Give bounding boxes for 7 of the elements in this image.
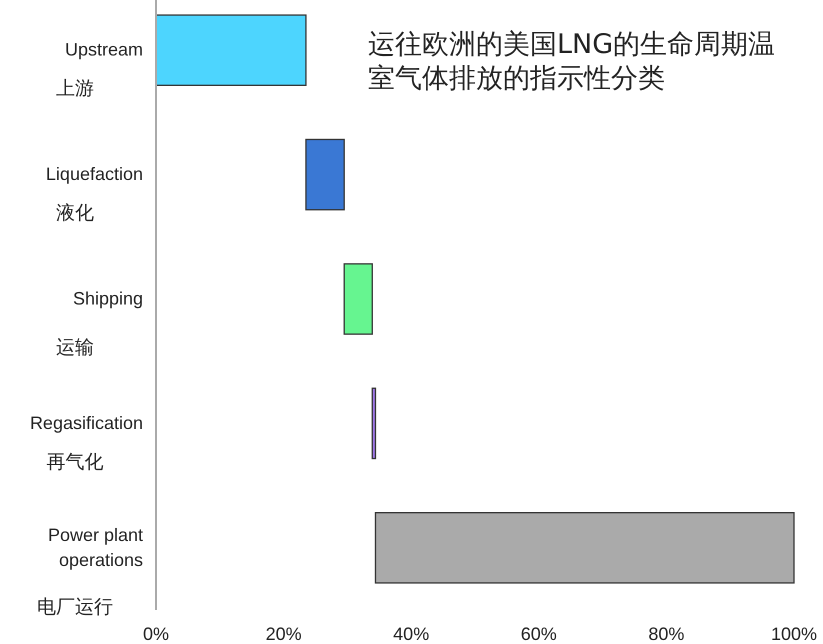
x-tick-label: 60%	[520, 624, 557, 644]
x-tick-label: 40%	[393, 624, 430, 644]
x-tick-label: 0%	[142, 624, 170, 644]
x-tick-label: 20%	[266, 624, 302, 644]
x-tick-label: 80%	[648, 624, 684, 644]
x-tick-label: 100%	[770, 624, 818, 644]
title: 运往欧洲的美国LNG的生命周期温室气体排放的指示性分类	[368, 28, 776, 96]
